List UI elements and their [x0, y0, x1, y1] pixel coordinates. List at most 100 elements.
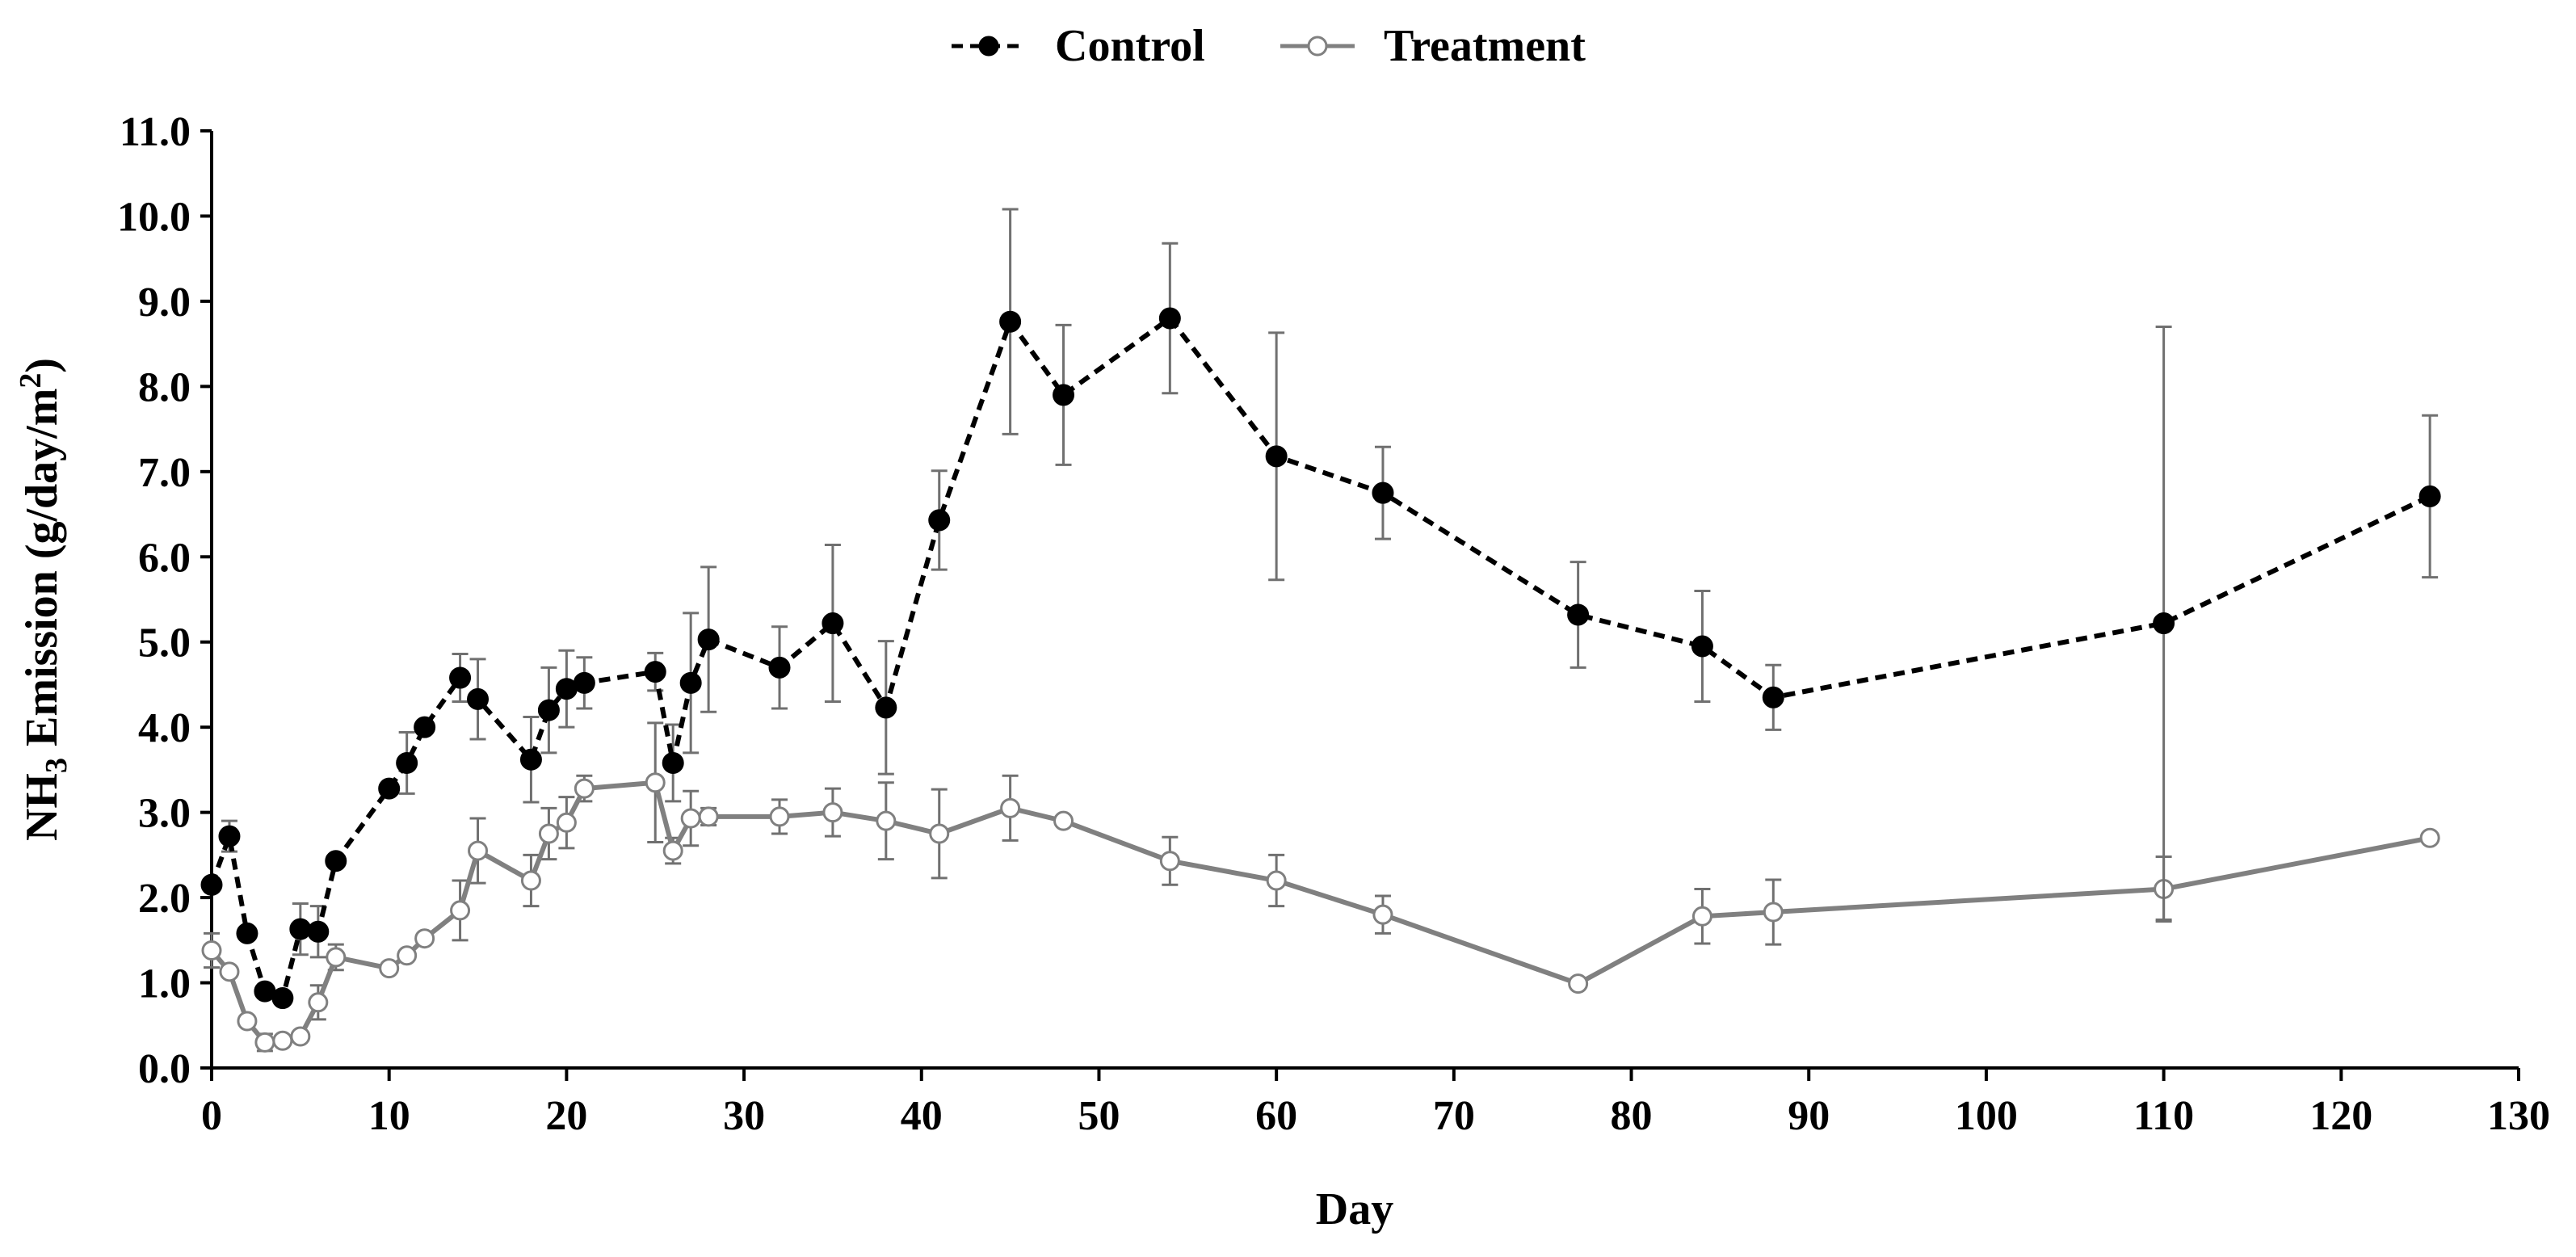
legend-control-marker [978, 36, 999, 57]
control-data-point [200, 873, 223, 896]
x-tick-label: 30 [723, 1093, 765, 1139]
y-tick-label: 4.0 [138, 705, 191, 751]
x-tick-label: 10 [368, 1093, 410, 1139]
treatment-data-point [538, 823, 559, 844]
treatment-data-point [662, 840, 683, 861]
x-tick-label: 80 [1611, 1093, 1653, 1139]
y-axis-title-end: ) [17, 358, 67, 373]
treatment-data-point [1000, 797, 1021, 818]
control-data-point [1053, 384, 1075, 406]
control-data-point [307, 920, 330, 943]
treatment-data-point [822, 802, 843, 823]
y-axis-title-superscript: 2 [14, 373, 48, 389]
x-tick-label: 100 [1955, 1093, 2018, 1139]
control-data-point [378, 777, 401, 800]
treatment-data-point [468, 840, 489, 861]
y-tick-label: 8.0 [138, 364, 191, 410]
control-data-point [928, 509, 951, 532]
control-data-point [1372, 481, 1394, 504]
control-data-point [768, 656, 791, 679]
treatment-data-point [680, 808, 701, 829]
control-data-point [414, 716, 436, 738]
control-data-point [2153, 612, 2175, 635]
treatment-data-point [2419, 827, 2440, 848]
x-tick-label: 60 [1255, 1093, 1297, 1139]
y-tick-label: 9.0 [138, 280, 191, 326]
control-data-point [679, 671, 702, 694]
control-data-point [467, 687, 490, 710]
control-data-point [289, 918, 312, 940]
treatment-data-point [201, 940, 222, 961]
control-data-point [822, 612, 844, 635]
treatment-data-point [1372, 904, 1393, 925]
treatment-data-point [1691, 906, 1712, 927]
x-tick-label: 20 [545, 1093, 587, 1139]
treatment-data-point [272, 1030, 293, 1051]
treatment-data-point [254, 1032, 275, 1053]
control-data-point [555, 678, 578, 700]
control-data-point [1265, 445, 1288, 468]
series-control [200, 208, 2441, 1010]
control-data-point [1762, 686, 1784, 708]
treatment-data-point [574, 778, 595, 799]
y-tick-label: 10.0 [117, 194, 191, 240]
treatment-data-point [1763, 902, 1784, 923]
y-axis-title-middle: Emission (g/day/m [17, 389, 67, 758]
x-tick-label: 70 [1433, 1093, 1475, 1139]
treatment-data-point [326, 947, 347, 968]
control-data-point [236, 922, 258, 944]
control-data-point [1691, 635, 1713, 658]
treatment-data-point [769, 806, 790, 827]
treatment-data-point [219, 961, 240, 982]
treatment-data-point [290, 1026, 311, 1047]
series-treatment [201, 721, 2440, 1053]
y-tick-label: 1.0 [138, 961, 191, 1007]
treatment-data-point [876, 810, 897, 831]
y-tick-label: 0.0 [138, 1046, 191, 1092]
y-axis-ticks: 0.0 1.0 2.0 3.0 4.0 5.0 6.0 7.0 8.0 9.0 10.0 11.0 [117, 109, 212, 1092]
control-data-point [449, 666, 472, 689]
treatment-data-point [645, 772, 666, 793]
legend-treatment-label: Treatment [1384, 21, 1586, 71]
x-tick-label: 40 [901, 1093, 943, 1139]
y-tick-label: 6.0 [138, 535, 191, 581]
control-data-point [218, 825, 241, 847]
legend-control-label: Control [1055, 21, 1205, 71]
treatment-data-point [308, 992, 329, 1013]
control-data-point [875, 696, 897, 719]
treatment-data-point [450, 900, 471, 921]
control-data-point [537, 699, 560, 721]
legend: Control Treatment [952, 21, 1586, 71]
y-tick-label: 5.0 [138, 620, 191, 666]
y-tick-label: 7.0 [138, 450, 191, 496]
y-axis-title: NH3 Emission (g/day/m2) [14, 358, 74, 841]
x-axis-title: Day [1316, 1184, 1393, 1234]
control-data-point [325, 850, 347, 872]
treatment-data-point [1159, 851, 1180, 872]
x-tick-label: 120 [2309, 1093, 2372, 1139]
treatment-data-point [1053, 810, 1074, 831]
y-axis-title-subscript: 3 [40, 758, 74, 773]
control-data-point [396, 751, 418, 774]
control-data-point [1567, 603, 1590, 626]
y-axis-title-main: NH [17, 773, 67, 841]
control-data-point [1158, 307, 1181, 330]
treatment-data-point [1266, 870, 1287, 891]
control-data-point [697, 628, 720, 651]
control-data-point [2418, 485, 2441, 507]
control-data-point [271, 987, 294, 1010]
x-tick-label: 110 [2133, 1093, 2194, 1139]
treatment-data-point [397, 945, 418, 966]
treatment-series-line [209, 780, 2431, 1045]
treatment-data-point [414, 928, 435, 949]
control-data-point [999, 310, 1022, 333]
x-tick-label: 90 [1788, 1093, 1830, 1139]
treatment-data-point [379, 958, 400, 979]
control-data-point [573, 671, 595, 694]
treatment-data-point [1568, 973, 1589, 994]
x-tick-label: 130 [2487, 1093, 2550, 1139]
treatment-data-point [929, 823, 950, 844]
y-tick-label: 2.0 [138, 876, 191, 922]
x-axis-ticks: 0 10 20 30 40 50 60 70 80 90 100 110 120 130 [201, 1068, 2550, 1139]
